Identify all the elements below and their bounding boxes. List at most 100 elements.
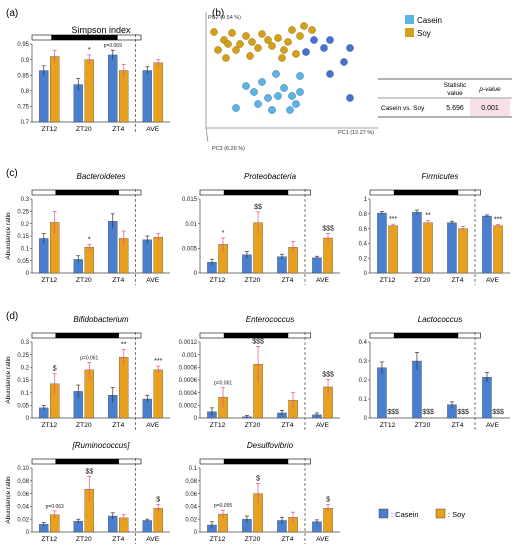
chart-title: Simpson index bbox=[71, 25, 131, 35]
chart-simpson-index: Simpson index 0.7 0.75 0.8 0.85 0.9 0.95 ZT12 ZT… bbox=[17, 25, 170, 134]
chart-title: Enterococcus bbox=[246, 315, 294, 324]
pca-point-casein bbox=[320, 44, 328, 52]
y-tick-label: 0.4 bbox=[359, 340, 368, 346]
y-tick-label: 0.001 bbox=[182, 353, 198, 359]
significance-label: $$$ bbox=[387, 409, 399, 416]
bar-soy bbox=[458, 228, 468, 274]
x-tick-label: ZT20 bbox=[76, 536, 92, 543]
bar-casein bbox=[377, 367, 387, 419]
x-tick-label: AVE bbox=[146, 126, 160, 133]
y-tick-label: 0.4 bbox=[359, 242, 368, 248]
x-tick-label: ZT12 bbox=[210, 277, 226, 284]
pca-point-casein bbox=[346, 94, 354, 102]
pca-axis-pc2: PC2 (9.54 %) bbox=[208, 15, 241, 21]
x-tick-label: ZT20 bbox=[76, 422, 92, 429]
pca-point-casein bbox=[274, 92, 282, 100]
y-tick-label: 0 bbox=[194, 530, 198, 536]
pca-point-soy bbox=[280, 46, 288, 54]
significance-label: $$ bbox=[85, 468, 93, 475]
pca-point-soy bbox=[274, 34, 282, 42]
chart-title: [Ruminococcus] bbox=[72, 441, 131, 450]
pca-point-soy bbox=[246, 52, 254, 60]
pca-point-soy bbox=[258, 30, 266, 38]
pca-point-soy bbox=[264, 36, 272, 44]
x-tick-label: ZT4 bbox=[112, 126, 124, 133]
significance-label: p=0.061 bbox=[214, 381, 232, 387]
x-tick-label: ZT4 bbox=[112, 277, 124, 284]
x-tick-label: ZT4 bbox=[112, 536, 124, 543]
significance-label: * bbox=[88, 47, 91, 54]
stats-header-p: p-value bbox=[478, 86, 501, 93]
stats-statistic-value: 5.696 bbox=[446, 105, 464, 112]
y-tick-label: 0 bbox=[364, 416, 368, 422]
pca-axis-pc1: PC1 (12.27 %) bbox=[338, 130, 374, 136]
chart-title: Lactococcus bbox=[418, 315, 462, 324]
stats-p-value: 0.001 bbox=[481, 105, 499, 112]
y-tick-label: 0 bbox=[26, 530, 30, 536]
x-tick-label: ZT12 bbox=[41, 422, 57, 429]
y-tick-label: 0.08 bbox=[185, 479, 197, 485]
bar-casein bbox=[142, 520, 152, 533]
chart-enterococcus: Enterococcus 0 0.0002 0.0004 0.0006 0.0008 0.0… bbox=[179, 315, 340, 430]
pca-point-casein bbox=[302, 48, 310, 56]
legend-swatch-soy-bar bbox=[435, 508, 446, 519]
bar-soy bbox=[84, 246, 94, 274]
y-tick-label: 0.25 bbox=[17, 210, 29, 216]
x-tick-label: ZT4 bbox=[281, 536, 293, 543]
x-tick-label: ZT20 bbox=[245, 536, 261, 543]
bar-casein bbox=[447, 222, 457, 274]
x-tick-label: ZT20 bbox=[415, 422, 431, 429]
y-tick-label: 0 bbox=[26, 271, 30, 277]
pca-point-casein bbox=[296, 88, 304, 96]
x-tick-label: AVE bbox=[316, 277, 330, 284]
x-tick-label: ZT12 bbox=[380, 422, 396, 429]
significance-label: *** bbox=[389, 216, 397, 223]
chart-title: Bifidobacterium bbox=[73, 315, 128, 324]
pca-point-soy bbox=[254, 44, 262, 52]
bar-casein bbox=[108, 54, 118, 123]
pca-point-casein bbox=[340, 58, 348, 66]
y-tick-label: 0.9 bbox=[21, 58, 30, 64]
pca-point-soy bbox=[214, 46, 222, 54]
significance-label: $ bbox=[53, 366, 57, 373]
y-tick-label: 0.015 bbox=[182, 197, 198, 203]
pca-point-soy bbox=[236, 40, 244, 48]
y-tick-label: 0.7 bbox=[21, 120, 30, 126]
y-axis-label: Abundance ratio bbox=[5, 212, 12, 260]
panel-label-c: (c) bbox=[6, 168, 18, 179]
x-tick-label: ZT12 bbox=[210, 536, 226, 543]
significance-label: p=0.061 bbox=[80, 355, 98, 361]
pca-point-soy bbox=[284, 38, 292, 46]
bar-casein bbox=[108, 221, 118, 274]
y-tick-label: 0.005 bbox=[182, 247, 198, 253]
x-tick-label: AVE bbox=[486, 422, 500, 429]
pca-point-casein bbox=[288, 92, 296, 100]
significance-label: $ bbox=[156, 496, 160, 503]
bar-soy bbox=[153, 62, 163, 123]
bottom-legend: : Casein : Soy bbox=[378, 508, 465, 519]
pca-point-soy bbox=[268, 42, 276, 50]
bar-casein bbox=[39, 70, 49, 123]
y-tick-label: 0.0006 bbox=[179, 378, 198, 384]
pca-point-soy bbox=[288, 26, 296, 34]
significance-label: $ bbox=[326, 496, 330, 503]
pca-point-soy bbox=[248, 38, 256, 46]
pca-point-soy bbox=[292, 50, 300, 58]
significance-label: * bbox=[88, 237, 91, 244]
pca-point-casein bbox=[242, 82, 250, 90]
pca-point-casein bbox=[264, 94, 272, 102]
x-tick-label: AVE bbox=[486, 277, 500, 284]
chart-title: Desulfovibrio bbox=[247, 441, 294, 450]
panel-label-d: (d) bbox=[6, 311, 18, 322]
significance-label: $$$ bbox=[457, 409, 469, 416]
y-tick-label: 0.1 bbox=[359, 397, 368, 403]
y-tick-label: 0.3 bbox=[21, 197, 30, 203]
significance-label: p=0.069 bbox=[104, 43, 122, 49]
y-tick-label: 0 bbox=[194, 416, 198, 422]
chart-ruminococcus: [Ruminococcus] 0 0.02 0.04 0.06 0.08 0.10 Abund… bbox=[5, 441, 170, 544]
pca-point-soy bbox=[278, 54, 286, 62]
significance-label: $$ bbox=[254, 204, 262, 211]
bar-casein bbox=[482, 376, 492, 419]
pca-point-soy bbox=[228, 29, 236, 37]
x-tick-label: ZT4 bbox=[281, 422, 293, 429]
